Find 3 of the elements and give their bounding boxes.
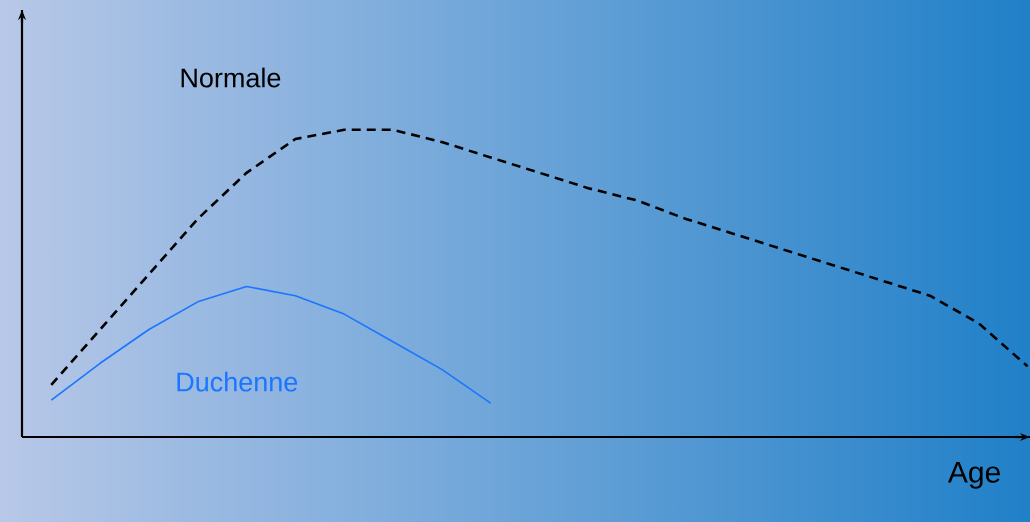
series-label: Duchenne [177,371,298,392]
x-axis-title: Age [947,461,1000,489]
series-label: Normale [181,67,281,88]
